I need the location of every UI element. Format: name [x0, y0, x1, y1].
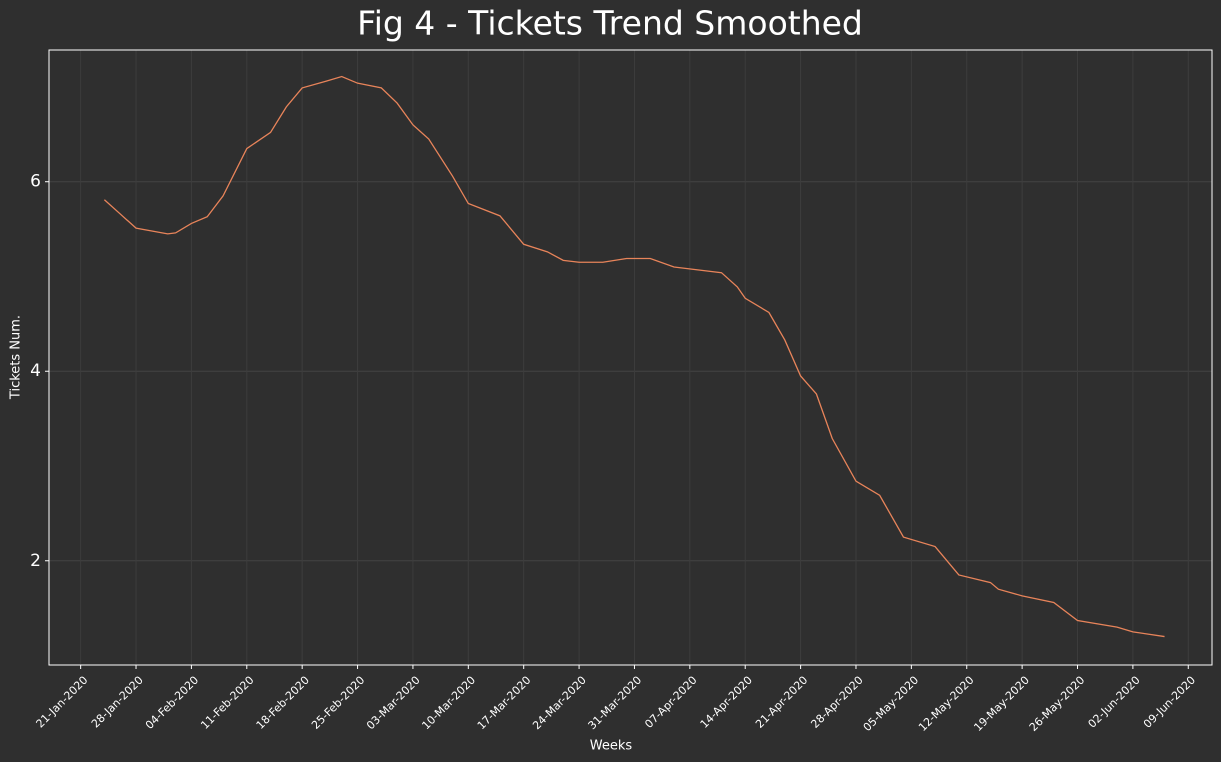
x-tick-label: 12-May-2020 [916, 674, 976, 734]
x-tick-label: 03-Mar-2020 [364, 674, 423, 733]
y-axis-label: Tickets Num. [9, 315, 24, 400]
y-tick-label: 4 [30, 361, 41, 381]
x-tick-label: 18-Feb-2020 [254, 674, 312, 732]
x-tick-label: 04-Feb-2020 [143, 674, 201, 732]
x-tick-label: 28-Jan-2020 [89, 674, 146, 731]
y-tick-label: 6 [30, 172, 41, 192]
x-tick-label: 31-Mar-2020 [586, 674, 645, 733]
x-tick-label: 19-May-2020 [971, 674, 1031, 734]
x-axis-label: Weeks [590, 739, 633, 754]
x-tick-label: 21-Jan-2020 [34, 674, 91, 731]
y-tick-label: 2 [30, 551, 41, 571]
x-tick-label: 10-Mar-2020 [419, 674, 478, 733]
x-tick-label: 05-May-2020 [861, 674, 921, 734]
x-tick-label: 07-Apr-2020 [642, 674, 699, 731]
x-tick-label: 11-Feb-2020 [198, 674, 256, 732]
x-tick-label: 09-Jun-2020 [1141, 674, 1198, 731]
x-tick-label: 24-Mar-2020 [530, 674, 589, 733]
plot-frame [48, 49, 1213, 666]
x-tick-label: 25-Feb-2020 [309, 674, 367, 732]
x-tick-label: 02-Jun-2020 [1086, 674, 1143, 731]
x-tick-label: 17-Mar-2020 [475, 674, 534, 733]
line-series [103, 75, 1165, 638]
x-tick-label: 14-Apr-2020 [698, 674, 755, 731]
chart-title: Fig 4 - Tickets Trend Smoothed [357, 4, 863, 43]
x-tick-label: 21-Apr-2020 [753, 674, 810, 731]
x-tick-label: 26-May-2020 [1027, 674, 1087, 734]
x-tick-label: 28-Apr-2020 [808, 674, 865, 731]
